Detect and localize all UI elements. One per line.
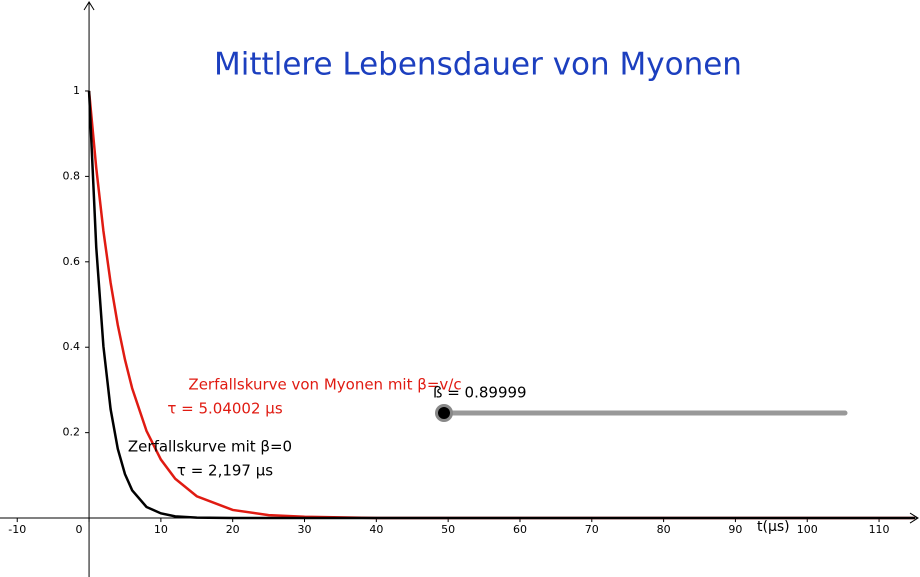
tau-label: τ = 2,197 μs bbox=[177, 462, 273, 480]
x-tick-label: 60 bbox=[513, 523, 527, 536]
x-tick-label: 90 bbox=[728, 523, 742, 536]
x-tick-label: 40 bbox=[369, 523, 383, 536]
curve-label: Zerfallskurve von Myonen mit β=v/c bbox=[188, 376, 461, 394]
x-tick-label: 50 bbox=[441, 523, 455, 536]
slider-label: ß = 0.89999 bbox=[433, 384, 527, 402]
x-axis-label: t(μs) bbox=[757, 519, 790, 535]
x-tick-label: 100 bbox=[797, 523, 818, 536]
y-tick-label: 0.4 bbox=[63, 340, 81, 353]
y-tick-label: 0.2 bbox=[63, 426, 81, 439]
x-axis-arrow bbox=[909, 512, 919, 524]
y-tick-label: 1 bbox=[73, 84, 80, 97]
x-tick-label: 0 bbox=[76, 523, 83, 536]
x-tick-label: 20 bbox=[226, 523, 240, 536]
curve-label: Zerfallskurve mit β=0 bbox=[128, 438, 292, 456]
x-tick-label: 70 bbox=[585, 523, 599, 536]
y-tick-label: 0.8 bbox=[63, 169, 81, 182]
y-tick-label: 0.6 bbox=[63, 255, 81, 268]
decay-curve bbox=[87, 90, 915, 520]
x-tick-label: -10 bbox=[8, 523, 26, 536]
x-tick-label: 110 bbox=[869, 523, 890, 536]
y-axis-arrow bbox=[83, 1, 95, 11]
x-tick-label: 80 bbox=[657, 523, 671, 536]
slider-knob[interactable] bbox=[438, 407, 450, 419]
tau-label: τ = 5.04002 μs bbox=[167, 400, 282, 418]
x-tick-label: 30 bbox=[298, 523, 312, 536]
chart-title: Mittlere Lebensdauer von Myonen bbox=[214, 47, 742, 83]
x-tick-label: 10 bbox=[154, 523, 168, 536]
